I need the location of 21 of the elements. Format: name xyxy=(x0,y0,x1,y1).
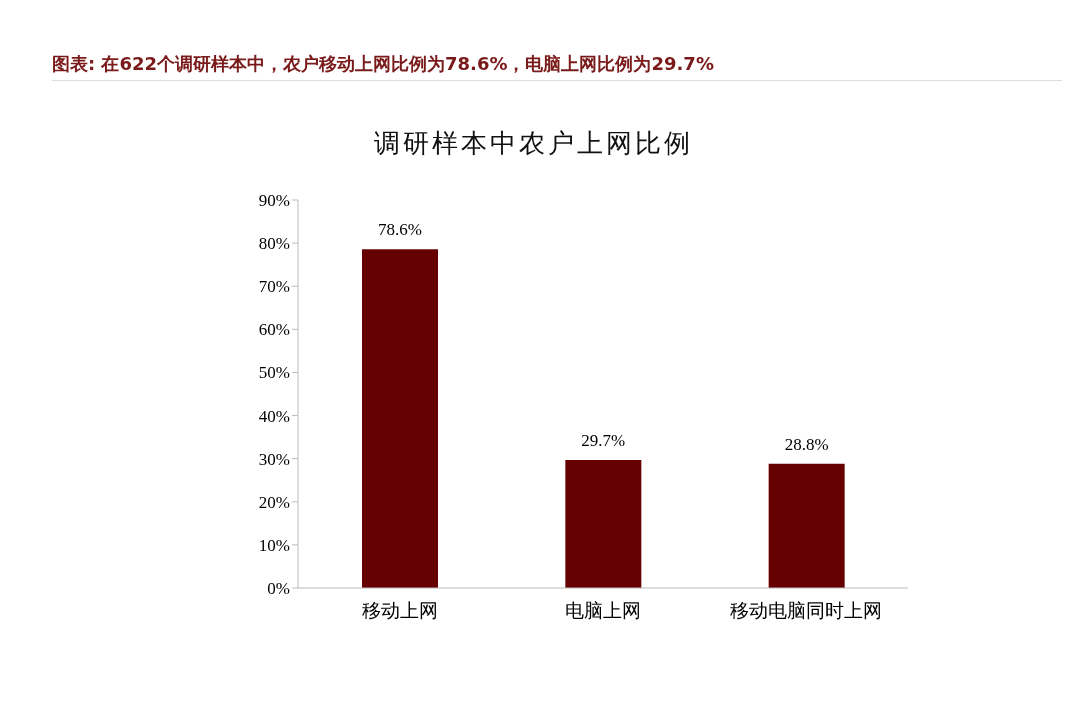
y-tick-label: 40% xyxy=(258,406,290,426)
y-tick-label: 50% xyxy=(258,363,290,383)
x-tick-label: 电脑上网 xyxy=(565,600,641,622)
y-tick-label: 30% xyxy=(258,449,290,469)
x-tick-label: 移动上网 xyxy=(361,600,438,622)
y-tick-label: 20% xyxy=(258,492,290,512)
chart-subtitle: 调研样本中农户上网比例 xyxy=(372,128,694,160)
y-tick-label: 80% xyxy=(258,234,290,254)
data-label: 29.7% xyxy=(581,430,626,450)
y-tick-label: 90% xyxy=(258,191,290,211)
y-tick-label: 70% xyxy=(258,277,290,297)
data-label: 78.6% xyxy=(378,220,422,240)
bar xyxy=(565,459,642,588)
chart-title: 图表: 在622个调研样本中，农户移动上网比例为78.6%，电脑上网比例为29.7% xyxy=(52,52,714,76)
y-tick-label: 60% xyxy=(258,320,290,340)
y-tick-label: 0% xyxy=(267,579,290,599)
data-label: 28.8% xyxy=(784,434,829,454)
y-tick-label: 10% xyxy=(258,535,290,555)
bar xyxy=(362,249,438,588)
bar xyxy=(768,463,845,588)
x-tick-label: 移动电脑同时上网 xyxy=(730,600,883,622)
